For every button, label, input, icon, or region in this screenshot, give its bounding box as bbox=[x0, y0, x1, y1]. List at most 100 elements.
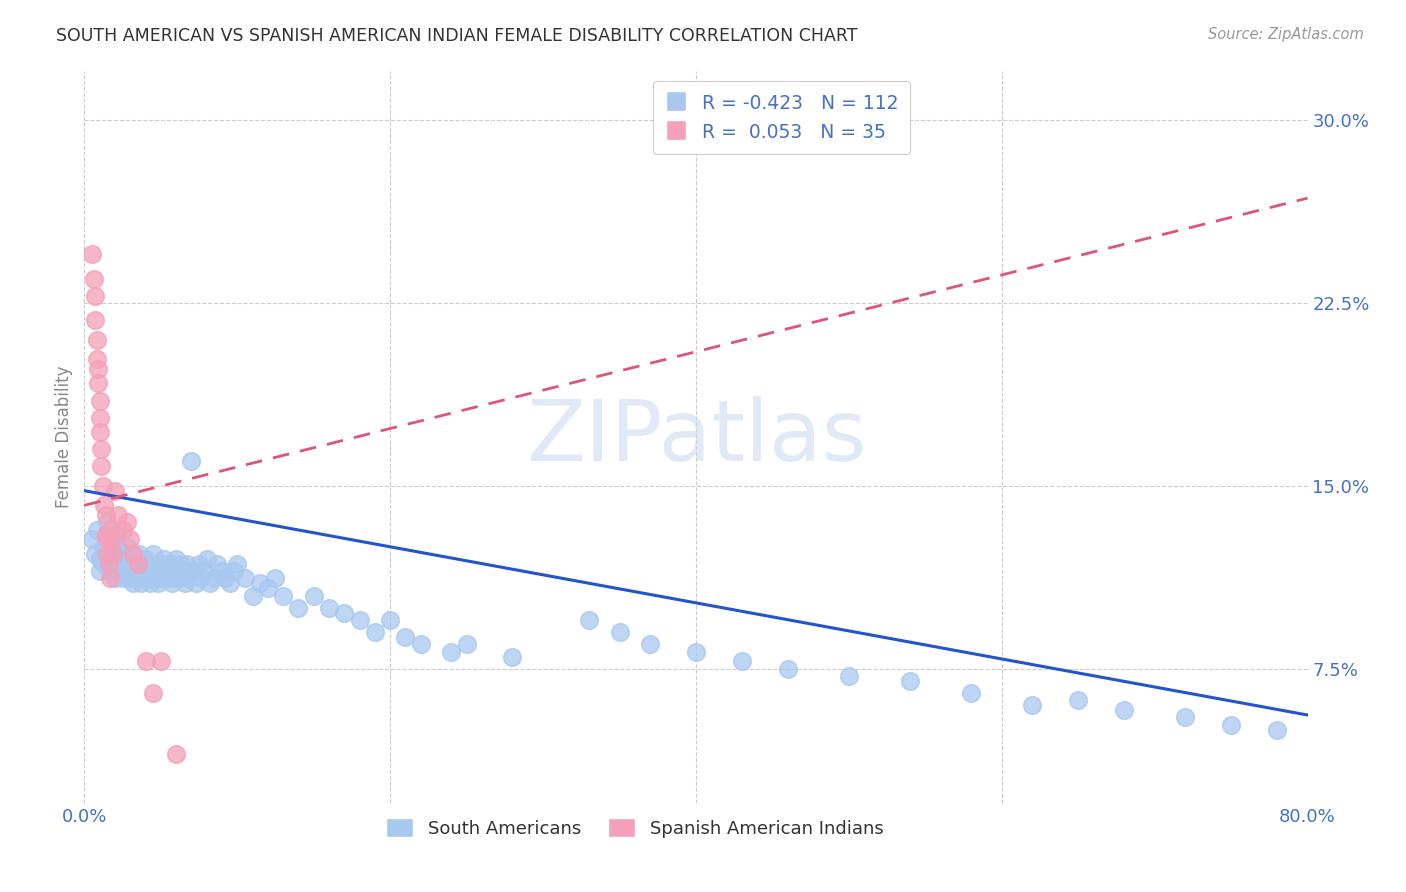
Point bbox=[440, 645, 463, 659]
Point bbox=[97, 533, 120, 547]
Point bbox=[125, 572, 148, 586]
Point bbox=[105, 527, 128, 541]
Point bbox=[233, 572, 256, 586]
Point bbox=[142, 686, 165, 700]
Point bbox=[364, 625, 387, 640]
Point bbox=[609, 625, 631, 640]
Point bbox=[121, 564, 143, 578]
Point bbox=[190, 572, 212, 586]
Point bbox=[409, 637, 432, 651]
Point bbox=[97, 557, 120, 571]
Point bbox=[94, 508, 117, 522]
Point bbox=[170, 557, 193, 571]
Y-axis label: Female Disability: Female Disability bbox=[55, 366, 73, 508]
Point bbox=[135, 654, 157, 668]
Point bbox=[183, 564, 205, 578]
Point bbox=[120, 552, 142, 566]
Point bbox=[98, 523, 121, 537]
Point bbox=[898, 673, 921, 688]
Point bbox=[101, 540, 124, 554]
Point bbox=[135, 552, 157, 566]
Point bbox=[139, 576, 162, 591]
Point bbox=[104, 483, 127, 498]
Point bbox=[1021, 698, 1043, 713]
Point bbox=[103, 547, 125, 561]
Point bbox=[104, 572, 127, 586]
Point bbox=[86, 523, 108, 537]
Point bbox=[159, 564, 181, 578]
Point bbox=[257, 581, 280, 595]
Point bbox=[111, 572, 134, 586]
Point bbox=[96, 547, 118, 561]
Point bbox=[249, 576, 271, 591]
Point bbox=[163, 572, 186, 586]
Point bbox=[195, 552, 218, 566]
Point bbox=[180, 454, 202, 468]
Point bbox=[89, 393, 111, 408]
Point bbox=[960, 686, 983, 700]
Point bbox=[103, 557, 125, 571]
Point bbox=[174, 576, 197, 591]
Point bbox=[394, 630, 416, 644]
Point bbox=[96, 547, 118, 561]
Point bbox=[91, 479, 114, 493]
Point bbox=[578, 613, 600, 627]
Point bbox=[150, 572, 173, 586]
Point bbox=[162, 557, 184, 571]
Point bbox=[207, 557, 229, 571]
Legend: South Americans, Spanish American Indians: South Americans, Spanish American Indian… bbox=[380, 811, 890, 845]
Point bbox=[89, 410, 111, 425]
Point bbox=[226, 557, 249, 571]
Point bbox=[84, 288, 107, 302]
Point bbox=[198, 576, 221, 591]
Point bbox=[287, 600, 309, 615]
Point bbox=[90, 442, 112, 457]
Point bbox=[1114, 703, 1136, 717]
Point bbox=[84, 313, 107, 327]
Point bbox=[131, 564, 153, 578]
Point bbox=[145, 557, 167, 571]
Point bbox=[202, 572, 225, 586]
Point bbox=[271, 589, 294, 603]
Point bbox=[184, 576, 207, 591]
Point bbox=[149, 564, 172, 578]
Point bbox=[120, 533, 142, 547]
Point bbox=[1174, 710, 1197, 724]
Point bbox=[101, 533, 124, 547]
Point bbox=[188, 557, 211, 571]
Point bbox=[87, 361, 110, 376]
Point bbox=[93, 499, 115, 513]
Point bbox=[731, 654, 754, 668]
Point bbox=[89, 425, 111, 440]
Point bbox=[302, 589, 325, 603]
Point bbox=[318, 600, 340, 615]
Point bbox=[149, 654, 172, 668]
Point bbox=[101, 552, 124, 566]
Point bbox=[94, 527, 117, 541]
Point bbox=[122, 576, 145, 591]
Point bbox=[83, 271, 105, 285]
Point bbox=[502, 649, 524, 664]
Point bbox=[165, 552, 187, 566]
Point bbox=[380, 613, 402, 627]
Point bbox=[127, 557, 149, 571]
Text: SOUTH AMERICAN VS SPANISH AMERICAN INDIAN FEMALE DISABILITY CORRELATION CHART: SOUTH AMERICAN VS SPANISH AMERICAN INDIA… bbox=[56, 27, 858, 45]
Point bbox=[127, 552, 149, 566]
Point bbox=[107, 564, 129, 578]
Point bbox=[1265, 723, 1288, 737]
Point bbox=[89, 552, 111, 566]
Point bbox=[94, 527, 117, 541]
Point bbox=[1067, 693, 1090, 707]
Point bbox=[115, 540, 138, 554]
Point bbox=[89, 564, 111, 578]
Point bbox=[91, 540, 114, 554]
Point bbox=[638, 637, 661, 651]
Point bbox=[838, 669, 860, 683]
Point bbox=[112, 547, 135, 561]
Point bbox=[176, 557, 198, 571]
Point bbox=[80, 247, 103, 261]
Point bbox=[776, 662, 799, 676]
Point bbox=[214, 572, 236, 586]
Point bbox=[96, 516, 118, 530]
Point bbox=[218, 576, 240, 591]
